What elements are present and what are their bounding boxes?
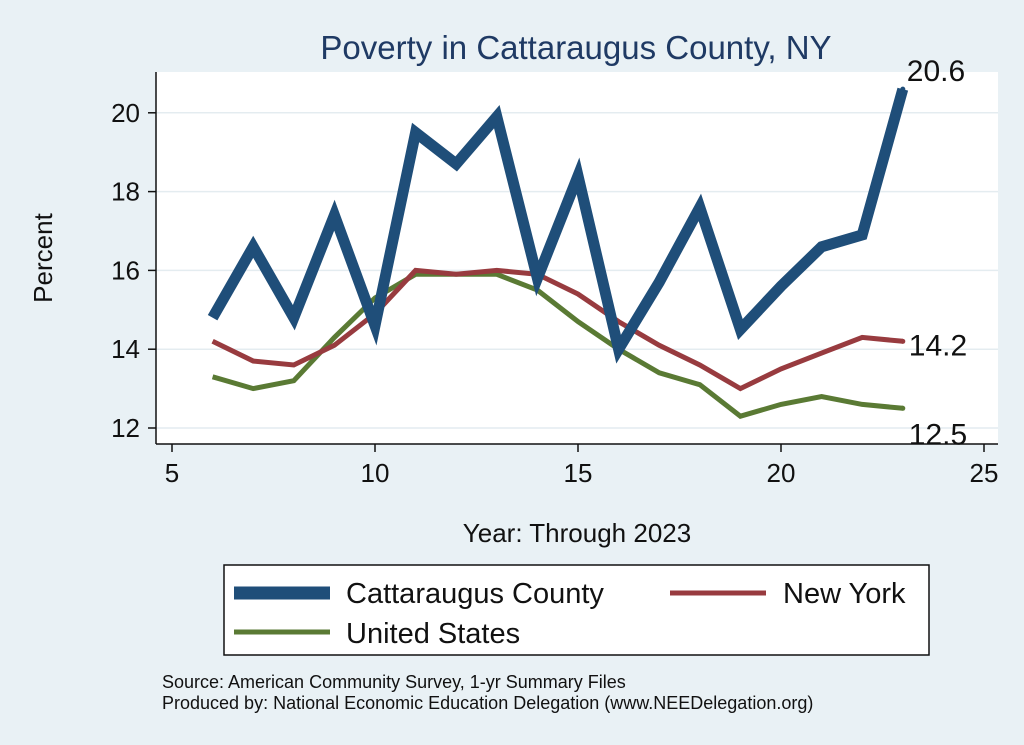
end-value-label: 12.5 [909,418,967,451]
x-tick-label: 5 [165,458,179,488]
y-tick-label: 16 [111,255,140,285]
source-note: Source: American Community Survey, 1-yr … [162,672,626,692]
y-ticks: 12 14 16 18 20 [111,98,156,443]
x-axis-title: Year: Through 2023 [463,518,691,548]
series-line-united-states [211,271,904,419]
y-tick-label: 18 [111,177,140,207]
legend-label-cattaraugus: Cattaraugus County [346,578,604,610]
legend [223,564,930,656]
end-labels: 20.6 14.2 12.5 [907,55,967,451]
y-tick-label: 14 [111,334,140,364]
chart-title: Poverty in Cattaraugus County, NY [320,29,831,66]
end-value-label: 14.2 [909,329,967,362]
y-tick-label: 20 [111,98,140,128]
y-axis-title: Percent [28,212,58,302]
x-ticks: 5 10 15 20 25 [165,444,999,488]
end-value-label: 20.6 [907,55,965,88]
series-end-point [900,86,906,92]
series-line-cattaraugus [207,87,909,364]
legend-label-new-york: New York [783,578,906,610]
x-tick-label: 25 [970,458,999,488]
produced-by-note: Produced by: National Economic Education… [162,693,813,713]
x-tick-label: 10 [361,458,390,488]
x-tick-label: 20 [767,458,796,488]
x-tick-label: 15 [564,458,593,488]
gridlines [156,112,998,429]
series-end-point [900,338,906,344]
series-line-new-york [211,267,904,392]
series-lines [207,86,909,419]
plot-area [156,72,998,444]
legend-label-united-states: United States [346,618,520,650]
series-end-point [900,405,906,411]
y-tick-label: 12 [111,413,140,443]
